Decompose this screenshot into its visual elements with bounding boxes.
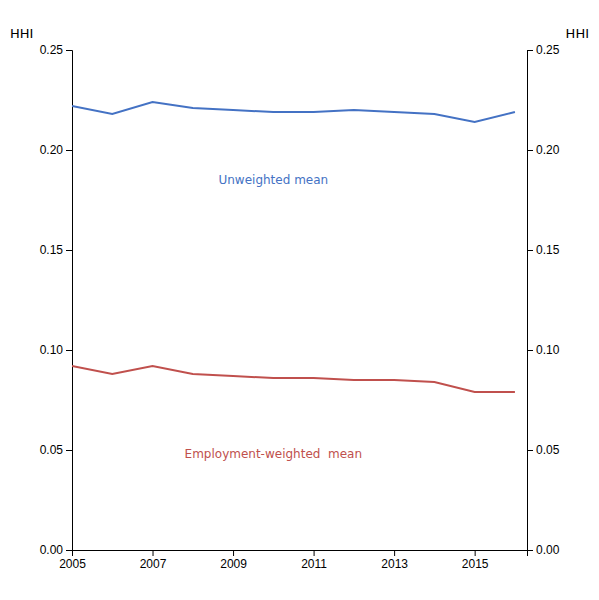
lines xyxy=(72,102,515,392)
x-axis-tick-mark xyxy=(314,550,315,556)
y2-axis-tick: 0.20 xyxy=(527,143,560,157)
y-axis-tick: 0.15 xyxy=(40,243,72,257)
x-axis-tick-label: 2005 xyxy=(59,557,86,571)
y-axis-tick-label: 0.00 xyxy=(40,543,64,557)
x-axis-tick-mark xyxy=(475,550,476,556)
y2-axis-line xyxy=(528,51,534,551)
x-axis-tick-label: 2015 xyxy=(462,557,489,571)
y2-axis-tick: 0.00 xyxy=(527,543,560,557)
series-line xyxy=(72,102,515,122)
y-axis-tick-mark xyxy=(66,450,72,451)
chart: 2005 2007 2009 2011 2013 2015 0.00 0.05 0.10 0.15… xyxy=(0,0,599,600)
y-axis-tick-label: 0.10 xyxy=(40,343,64,357)
y-axis-tick: 0.20 xyxy=(40,143,72,157)
y2-axis-tick-mark xyxy=(527,350,533,351)
y-axis-tick-label: 0.25 xyxy=(40,43,64,57)
y-axis-tick-label: 0.05 xyxy=(40,443,64,457)
x-axis-tick: 2015 xyxy=(462,550,489,571)
y2-axis-tick: 0.05 xyxy=(527,443,560,457)
y2-axis-tick-mark xyxy=(527,50,533,51)
x-axis-tick: 2005 xyxy=(59,550,86,571)
y2-axis-tick-mark xyxy=(527,150,533,151)
y-axis-tick-mark xyxy=(66,350,72,351)
y-axis-line xyxy=(66,51,73,551)
x-axis-line xyxy=(73,551,528,557)
y-axis-tick-label: 0.15 xyxy=(40,243,64,257)
plot: 2005 2007 2009 2011 2013 2015 0.00 0.05 0.10 0.15… xyxy=(10,26,589,571)
y2-axis-tick: 0.25 xyxy=(527,43,560,57)
y2-axis-tick-label: 0.05 xyxy=(536,443,560,457)
y-axis-tick-label: 0.20 xyxy=(40,143,64,157)
y-axis-tick: 0.00 xyxy=(40,543,72,557)
x-axis-tick: 2009 xyxy=(220,550,247,571)
x-axis-tick-label: 2013 xyxy=(381,557,408,571)
x-axis-tick: 2007 xyxy=(140,550,167,571)
x-axis-tick-mark xyxy=(153,550,154,556)
y-axis-tick: 0.25 xyxy=(40,43,72,57)
y2-axis-tick: 0.15 xyxy=(527,243,560,257)
y2-axis-tick-mark xyxy=(527,450,533,451)
line-label: Employment-weighted mean xyxy=(185,447,363,461)
x-axis-tick: 2011 xyxy=(301,550,327,571)
x-axis: 2005 2007 2009 2011 2013 2015 xyxy=(59,550,527,571)
y2-axis-tick-label: 0.25 xyxy=(536,43,560,57)
y2-axis-tick-label: 0.20 xyxy=(536,143,560,157)
x-axis-tick-mark xyxy=(233,550,234,556)
y-axis-tick: 0.05 xyxy=(40,443,72,457)
y2-axis-tick: 0.10 xyxy=(527,343,560,357)
y2-axis-tick-label: 0.15 xyxy=(536,243,560,257)
y-axis-tick: 0.10 xyxy=(40,343,72,357)
y2-axis-tick-label: 0.10 xyxy=(536,343,560,357)
y-axis-tick-mark xyxy=(66,50,72,51)
y2-axis-tick-label: 0.00 xyxy=(536,543,560,557)
x-axis-tick-label: 2007 xyxy=(140,557,167,571)
series-line xyxy=(72,366,515,392)
x-axis-tick: 2013 xyxy=(381,550,408,571)
y2-axis-tick-mark xyxy=(527,250,533,251)
y2-axis: 0.00 0.05 0.10 0.15 0.20 0.25 xyxy=(527,43,560,557)
y-axis-title: HHI xyxy=(10,26,33,41)
y-axis: 0.00 0.05 0.10 0.15 0.20 0.25 xyxy=(40,43,73,557)
y-axis-tick-mark xyxy=(66,150,72,151)
x-axis-tick-mark xyxy=(394,550,395,556)
x-axis-tick-label: 2011 xyxy=(301,557,327,571)
line-label: Unweighted mean xyxy=(218,173,328,187)
y2-axis-tick-mark xyxy=(527,550,533,551)
y-axis-tick-mark xyxy=(66,250,72,251)
x-axis-tick-label: 2009 xyxy=(220,557,247,571)
y-axis-tick-mark xyxy=(66,550,72,551)
y2-axis-title: HHI xyxy=(566,26,589,41)
